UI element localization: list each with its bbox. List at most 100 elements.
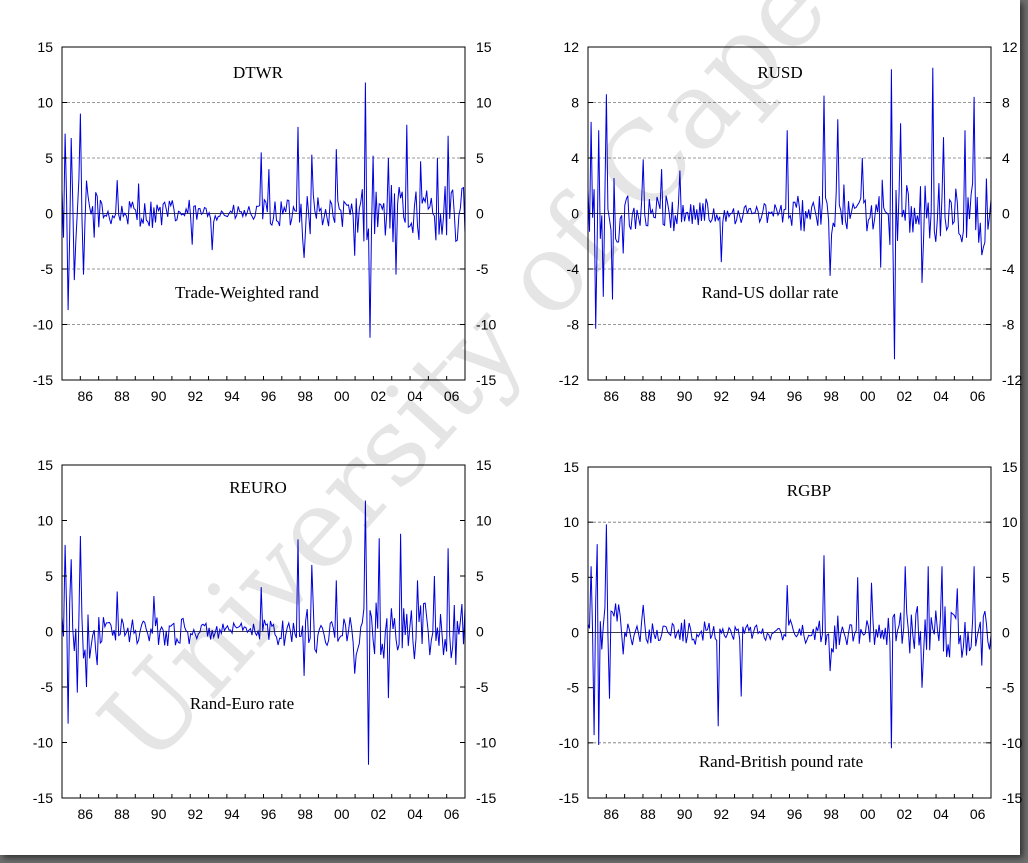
x-tick-label: 04 <box>933 806 949 822</box>
x-tick-label: 02 <box>371 806 387 822</box>
x-tick-label: 92 <box>187 806 203 822</box>
x-tick-label: 86 <box>78 388 94 404</box>
x-tick-label: 00 <box>334 806 350 822</box>
y-tick-label-left: -15 <box>33 372 53 388</box>
y-tick-label-right: -15 <box>476 790 496 806</box>
x-tick-label: 92 <box>187 388 203 404</box>
x-tick-label: 86 <box>78 806 94 822</box>
y-tick-label-right: -4 <box>1002 261 1015 277</box>
x-tick-label: 04 <box>933 388 949 404</box>
chart-annotation: Rand-British pound rate <box>699 752 863 771</box>
series-line <box>61 82 466 338</box>
y-tick-label-right: 10 <box>1002 514 1018 530</box>
chart-annotation: Rand-US dollar rate <box>702 283 839 302</box>
y-tick-label-right: 4 <box>1002 150 1010 166</box>
y-tick-label-right: 0 <box>1002 206 1010 222</box>
x-tick-label: 98 <box>297 388 313 404</box>
y-tick-label-left: -15 <box>559 790 579 806</box>
y-tick-label-left: 5 <box>571 569 579 585</box>
y-tick-label-right: 15 <box>1002 459 1018 475</box>
y-tick-label-left: -10 <box>33 735 53 751</box>
y-tick-label-right: -10 <box>476 735 496 751</box>
y-tick-label-left: 0 <box>571 206 579 222</box>
x-tick-label: 88 <box>114 388 130 404</box>
y-tick-label-left: -10 <box>33 317 53 333</box>
x-tick-label: 92 <box>713 806 729 822</box>
y-tick-label-right: 5 <box>476 568 484 584</box>
x-tick-label: 92 <box>713 388 729 404</box>
x-tick-label: 94 <box>750 388 766 404</box>
y-tick-label-left: 15 <box>37 39 53 55</box>
y-tick-label-right: -5 <box>476 261 489 277</box>
chart-title: REURO <box>229 478 287 497</box>
y-tick-label-left: 4 <box>571 150 579 166</box>
chart-annotation: Trade-Weighted rand <box>175 283 319 302</box>
x-tick-label: 90 <box>677 806 693 822</box>
x-tick-label: 88 <box>114 806 130 822</box>
y-tick-label-right: -10 <box>476 317 496 333</box>
y-tick-label-right: 0 <box>476 624 484 640</box>
x-tick-label: 04 <box>407 806 423 822</box>
x-tick-label: 90 <box>151 806 167 822</box>
chart-annotation: Rand-Euro rate <box>190 694 294 713</box>
x-tick-label: 06 <box>444 388 460 404</box>
chart-title: RUSD <box>757 63 802 82</box>
x-tick-label: 86 <box>604 388 620 404</box>
y-tick-label-right: -15 <box>476 372 496 388</box>
x-tick-label: 98 <box>823 388 839 404</box>
x-tick-label: 06 <box>970 388 986 404</box>
x-tick-label: 06 <box>444 806 460 822</box>
y-tick-label-left: 0 <box>45 624 53 640</box>
series-line <box>587 524 992 749</box>
y-tick-label-right: 15 <box>476 457 492 473</box>
x-tick-label: 02 <box>897 806 913 822</box>
x-tick-label: 90 <box>677 388 693 404</box>
series-line <box>587 67 992 360</box>
y-tick-label-right: 0 <box>476 206 484 222</box>
y-tick-label-right: -15 <box>1002 790 1022 806</box>
y-tick-label-right: 10 <box>476 95 492 111</box>
x-tick-label: 96 <box>787 388 803 404</box>
chart-title: RGBP <box>787 481 831 500</box>
x-tick-label: 06 <box>970 806 986 822</box>
x-tick-label: 98 <box>823 806 839 822</box>
x-tick-label: 90 <box>151 388 167 404</box>
x-tick-label: 04 <box>407 388 423 404</box>
x-tick-label: 96 <box>787 806 803 822</box>
x-tick-label: 00 <box>860 806 876 822</box>
y-tick-label-left: 12 <box>563 39 579 55</box>
y-tick-label-left: 5 <box>45 568 53 584</box>
y-tick-label-right: -10 <box>1002 735 1022 751</box>
y-tick-label-left: -8 <box>567 317 580 333</box>
x-tick-label: 94 <box>224 388 240 404</box>
y-tick-label-left: -12 <box>559 372 579 388</box>
y-tick-label-left: 10 <box>37 95 53 111</box>
x-tick-label: 96 <box>261 806 277 822</box>
y-tick-label-right: 0 <box>1002 625 1010 641</box>
y-tick-label-left: -5 <box>41 261 54 277</box>
y-tick-label-right: 15 <box>476 39 492 55</box>
y-tick-label-left: 5 <box>45 150 53 166</box>
chart-title: DTWR <box>233 63 284 82</box>
y-tick-label-left: -5 <box>41 679 54 695</box>
y-tick-label-left: -4 <box>567 261 580 277</box>
series-line <box>61 500 466 765</box>
y-tick-label-left: 0 <box>571 625 579 641</box>
x-tick-label: 00 <box>860 388 876 404</box>
x-tick-label: 88 <box>640 806 656 822</box>
y-tick-label-left: 15 <box>563 459 579 475</box>
y-tick-label-right: 5 <box>476 150 484 166</box>
y-tick-label-left: 10 <box>563 514 579 530</box>
y-tick-label-right: 12 <box>1002 39 1018 55</box>
x-tick-label: 96 <box>261 388 277 404</box>
x-tick-label: 00 <box>334 388 350 404</box>
y-tick-label-left: 8 <box>571 95 579 111</box>
x-tick-label: 02 <box>897 388 913 404</box>
y-tick-label-left: -15 <box>33 790 53 806</box>
y-tick-label-left: 0 <box>45 206 53 222</box>
